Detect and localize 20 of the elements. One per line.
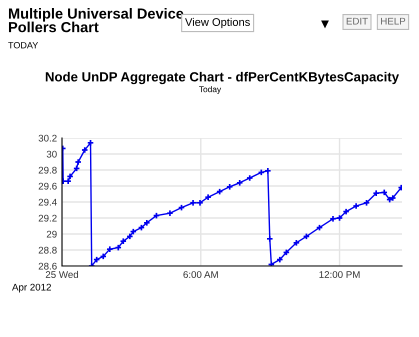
x-tick-label: 12:00 PM (319, 271, 360, 278)
y-tick-label: 29.6 (38, 182, 57, 190)
text: EDIT (346, 18, 368, 25)
y-tick-label: 29 (46, 230, 57, 238)
chart-title: Multiple Universal Device Pollers Chart (8, 8, 184, 32)
x-tick-label: 25 Wed (46, 270, 78, 278)
x-tick-label: 6:00 AM (183, 271, 218, 278)
text: HELP (381, 18, 406, 25)
text: Node UnDP Aggregate Chart - dfPerCentKBytesCapacity (46, 72, 399, 84)
y-tick-label: 28.8 (38, 246, 57, 254)
y-tick-label: 28.6 (38, 262, 57, 270)
y-tick-label: 30 (46, 150, 57, 158)
y-tick-label: 30.2 (38, 134, 57, 142)
y-tick-label: 29.4 (38, 198, 57, 206)
text: View Options (185, 18, 250, 28)
y-tick-label: 29.8 (38, 166, 57, 174)
chart-subtitle: TODAY (8, 42, 38, 48)
text: Today (199, 86, 222, 94)
text: Apr 2012 (12, 284, 51, 293)
y-tick-label: 29.2 (38, 214, 57, 222)
